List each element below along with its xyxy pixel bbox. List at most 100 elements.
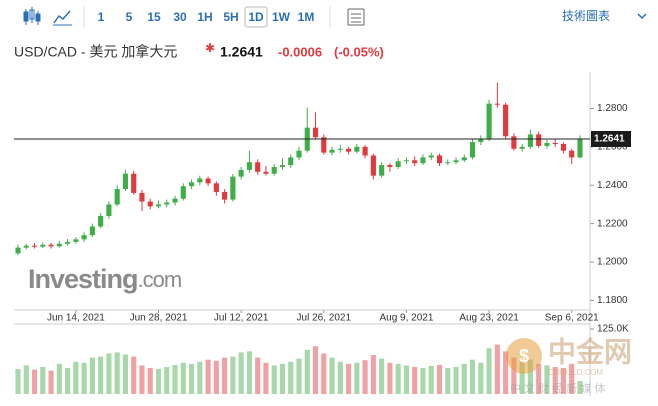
watermark-brand-suffix: .com	[138, 267, 182, 292]
volume-bar	[40, 366, 46, 394]
volume-bar	[569, 363, 575, 394]
volume-bar	[412, 366, 418, 394]
volume-bar	[23, 365, 29, 394]
interval-button[interactable]: 1D	[248, 10, 264, 24]
site-url: CNGOLD.COM	[548, 368, 603, 377]
y-tick-label: 1.1800	[597, 295, 628, 306]
interval-button[interactable]: 15	[147, 10, 161, 24]
chevron[interactable]	[637, 13, 647, 20]
candle-body	[155, 204, 162, 207]
candle-body	[23, 245, 29, 248]
volume-bar	[370, 355, 376, 394]
candle-body	[271, 167, 277, 174]
candle-body	[403, 160, 410, 162]
candle-icon[interactable]	[23, 7, 41, 25]
candle-body	[222, 191, 228, 200]
volume-bar	[188, 363, 195, 394]
candle-body	[469, 142, 476, 158]
volume-bar	[263, 362, 269, 394]
candle-body	[15, 247, 21, 254]
volume-bar	[15, 369, 21, 394]
line-icon[interactable]	[53, 10, 72, 26]
realtime-star: ✱	[205, 41, 215, 55]
volume-bar	[238, 352, 244, 394]
volume-bar	[312, 346, 319, 394]
site-watermark: $ 中金网 CNGOLD.COM 中 文 财 经 新 媒 体	[506, 335, 632, 395]
candle-body	[296, 150, 302, 158]
candle-body	[436, 155, 443, 164]
volume-bar	[213, 360, 219, 394]
candle-body	[147, 201, 153, 207]
volume-bar	[346, 363, 352, 394]
candle-body	[230, 176, 236, 200]
candle-body	[486, 103, 492, 140]
candle-body	[329, 149, 335, 153]
interval-button[interactable]: 1	[98, 10, 105, 24]
volume-bar	[420, 368, 426, 394]
y-tick-label: 1.2000	[597, 257, 628, 268]
candle-body	[56, 243, 62, 247]
volume-bar	[114, 352, 120, 394]
candle-body	[81, 235, 87, 240]
active-interval	[244, 6, 268, 28]
candle-body	[213, 183, 219, 192]
interval-button[interactable]: 1H	[197, 10, 212, 24]
volume-bar	[304, 349, 310, 394]
candle-body	[527, 134, 533, 147]
candle-body	[31, 245, 38, 247]
candle-body	[180, 186, 186, 199]
x-tick-label: Jul 26, 2021	[297, 313, 352, 324]
candle-body	[354, 146, 360, 152]
price: 1.2641	[220, 44, 263, 60]
settings-icon[interactable]	[347, 8, 365, 26]
change-percent: (-0.05%)	[334, 44, 384, 59]
candle-body	[494, 103, 500, 105]
x-tick-label: Aug 23, 2021	[459, 313, 519, 324]
candle-body	[312, 127, 319, 138]
volume-bar	[379, 358, 385, 394]
site-name: 中金网	[548, 335, 632, 367]
interval-button[interactable]: 1W	[272, 10, 291, 24]
volume-bar	[478, 362, 484, 394]
candle-body	[453, 160, 459, 163]
interval-button[interactable]: 5	[126, 10, 133, 24]
candle-body	[122, 173, 129, 190]
candle-body	[362, 146, 368, 156]
volume-bar	[279, 363, 286, 394]
volume-bar	[147, 368, 153, 394]
volume-bar	[139, 365, 145, 394]
volume-bar	[560, 368, 567, 394]
x-tick-label: Jun 14, 2021	[47, 313, 105, 324]
volume-bar	[321, 353, 327, 394]
candle-body	[246, 162, 252, 170]
volume-bar	[48, 370, 54, 394]
y-tick-label: 1.2600	[597, 141, 628, 152]
candle-body	[40, 244, 46, 247]
site-logo	[506, 338, 542, 374]
interval-button[interactable]: 30	[173, 10, 187, 24]
candle-body	[172, 198, 178, 203]
interval-button[interactable]: 5H	[223, 10, 238, 24]
candle-body	[420, 157, 426, 164]
volume-bar	[246, 351, 252, 394]
volume-bar	[354, 362, 360, 394]
candle-body	[288, 157, 294, 166]
candle-body	[395, 161, 401, 168]
interval-button[interactable]: 1M	[298, 10, 315, 24]
volume-bar	[98, 356, 104, 394]
candle-body	[346, 148, 352, 152]
candle-body	[560, 143, 567, 151]
candle-body	[279, 165, 286, 168]
y-tick-label: 1.2800	[597, 103, 628, 114]
volume-bar	[180, 362, 186, 394]
chart-link[interactable]: 技術圖表	[562, 9, 610, 23]
candle-body	[65, 241, 71, 244]
candle-body	[379, 165, 385, 176]
volume-bar	[106, 353, 112, 394]
candle-body	[445, 162, 451, 164]
volume-bar	[461, 363, 467, 394]
last-price-label: 1.2641	[594, 134, 625, 145]
x-tick-label: Sep 6, 2021	[545, 313, 599, 324]
